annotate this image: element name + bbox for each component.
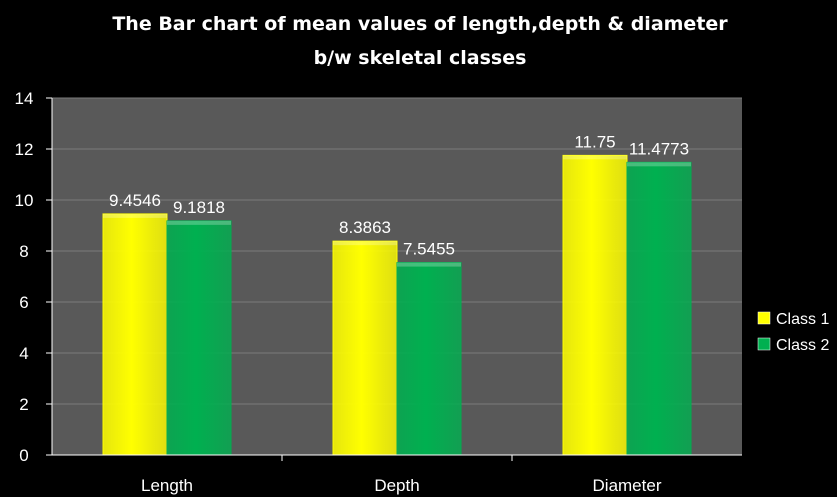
data-labels: 9.4546 9.1818 8.3863 7.5455 11.75 11.4773 [109, 132, 689, 258]
bar-depth-class-2 [396, 262, 462, 456]
bar-length-class-1 [102, 213, 168, 456]
data-label: 7.5455 [403, 240, 455, 259]
legend-label: Class 1 [776, 311, 829, 328]
bar-length-class-2 [166, 220, 232, 456]
y-tick-label: 0 [19, 446, 28, 465]
y-tick-label: 8 [19, 242, 28, 261]
legend-swatch-class-1 [757, 311, 771, 325]
y-tick-label: 6 [19, 293, 28, 312]
x-category-label: Depth [374, 476, 419, 495]
bar-highlight [333, 241, 397, 246]
x-category-label: Diameter [593, 476, 662, 495]
bar-highlight [563, 155, 627, 160]
legend-label: Class 2 [776, 337, 829, 354]
data-label: 9.1818 [173, 198, 225, 217]
chart-title-line-2: b/w skeletal classes [314, 47, 527, 69]
x-category-label: Length [141, 476, 193, 495]
y-tick-label: 14 [15, 89, 34, 108]
legend: Class 1 Class 2 [757, 311, 829, 354]
data-label: 11.4773 [629, 139, 689, 158]
data-label: 9.4546 [109, 191, 161, 210]
y-tick-label: 10 [15, 191, 34, 210]
bars [102, 154, 692, 456]
y-tick-label: 12 [15, 140, 34, 159]
bar-highlight [397, 262, 461, 267]
bar-depth-class-1 [332, 240, 398, 456]
bar-diameter-class-1 [562, 154, 628, 456]
y-tick-label: 4 [19, 344, 28, 363]
data-label: 11.75 [574, 132, 615, 151]
legend-swatch-class-2 [757, 337, 771, 351]
data-label: 8.3863 [339, 218, 391, 237]
axes: 0 2 4 6 8 10 12 14 Length Depth Diameter [15, 89, 742, 495]
chart-title-line-1: The Bar chart of mean values of length,d… [112, 13, 728, 35]
bar-highlight [103, 213, 167, 218]
y-tick-label: 2 [19, 395, 28, 414]
bar-highlight [627, 162, 691, 167]
bar-highlight [167, 220, 231, 225]
bar-diameter-class-2 [626, 161, 692, 456]
